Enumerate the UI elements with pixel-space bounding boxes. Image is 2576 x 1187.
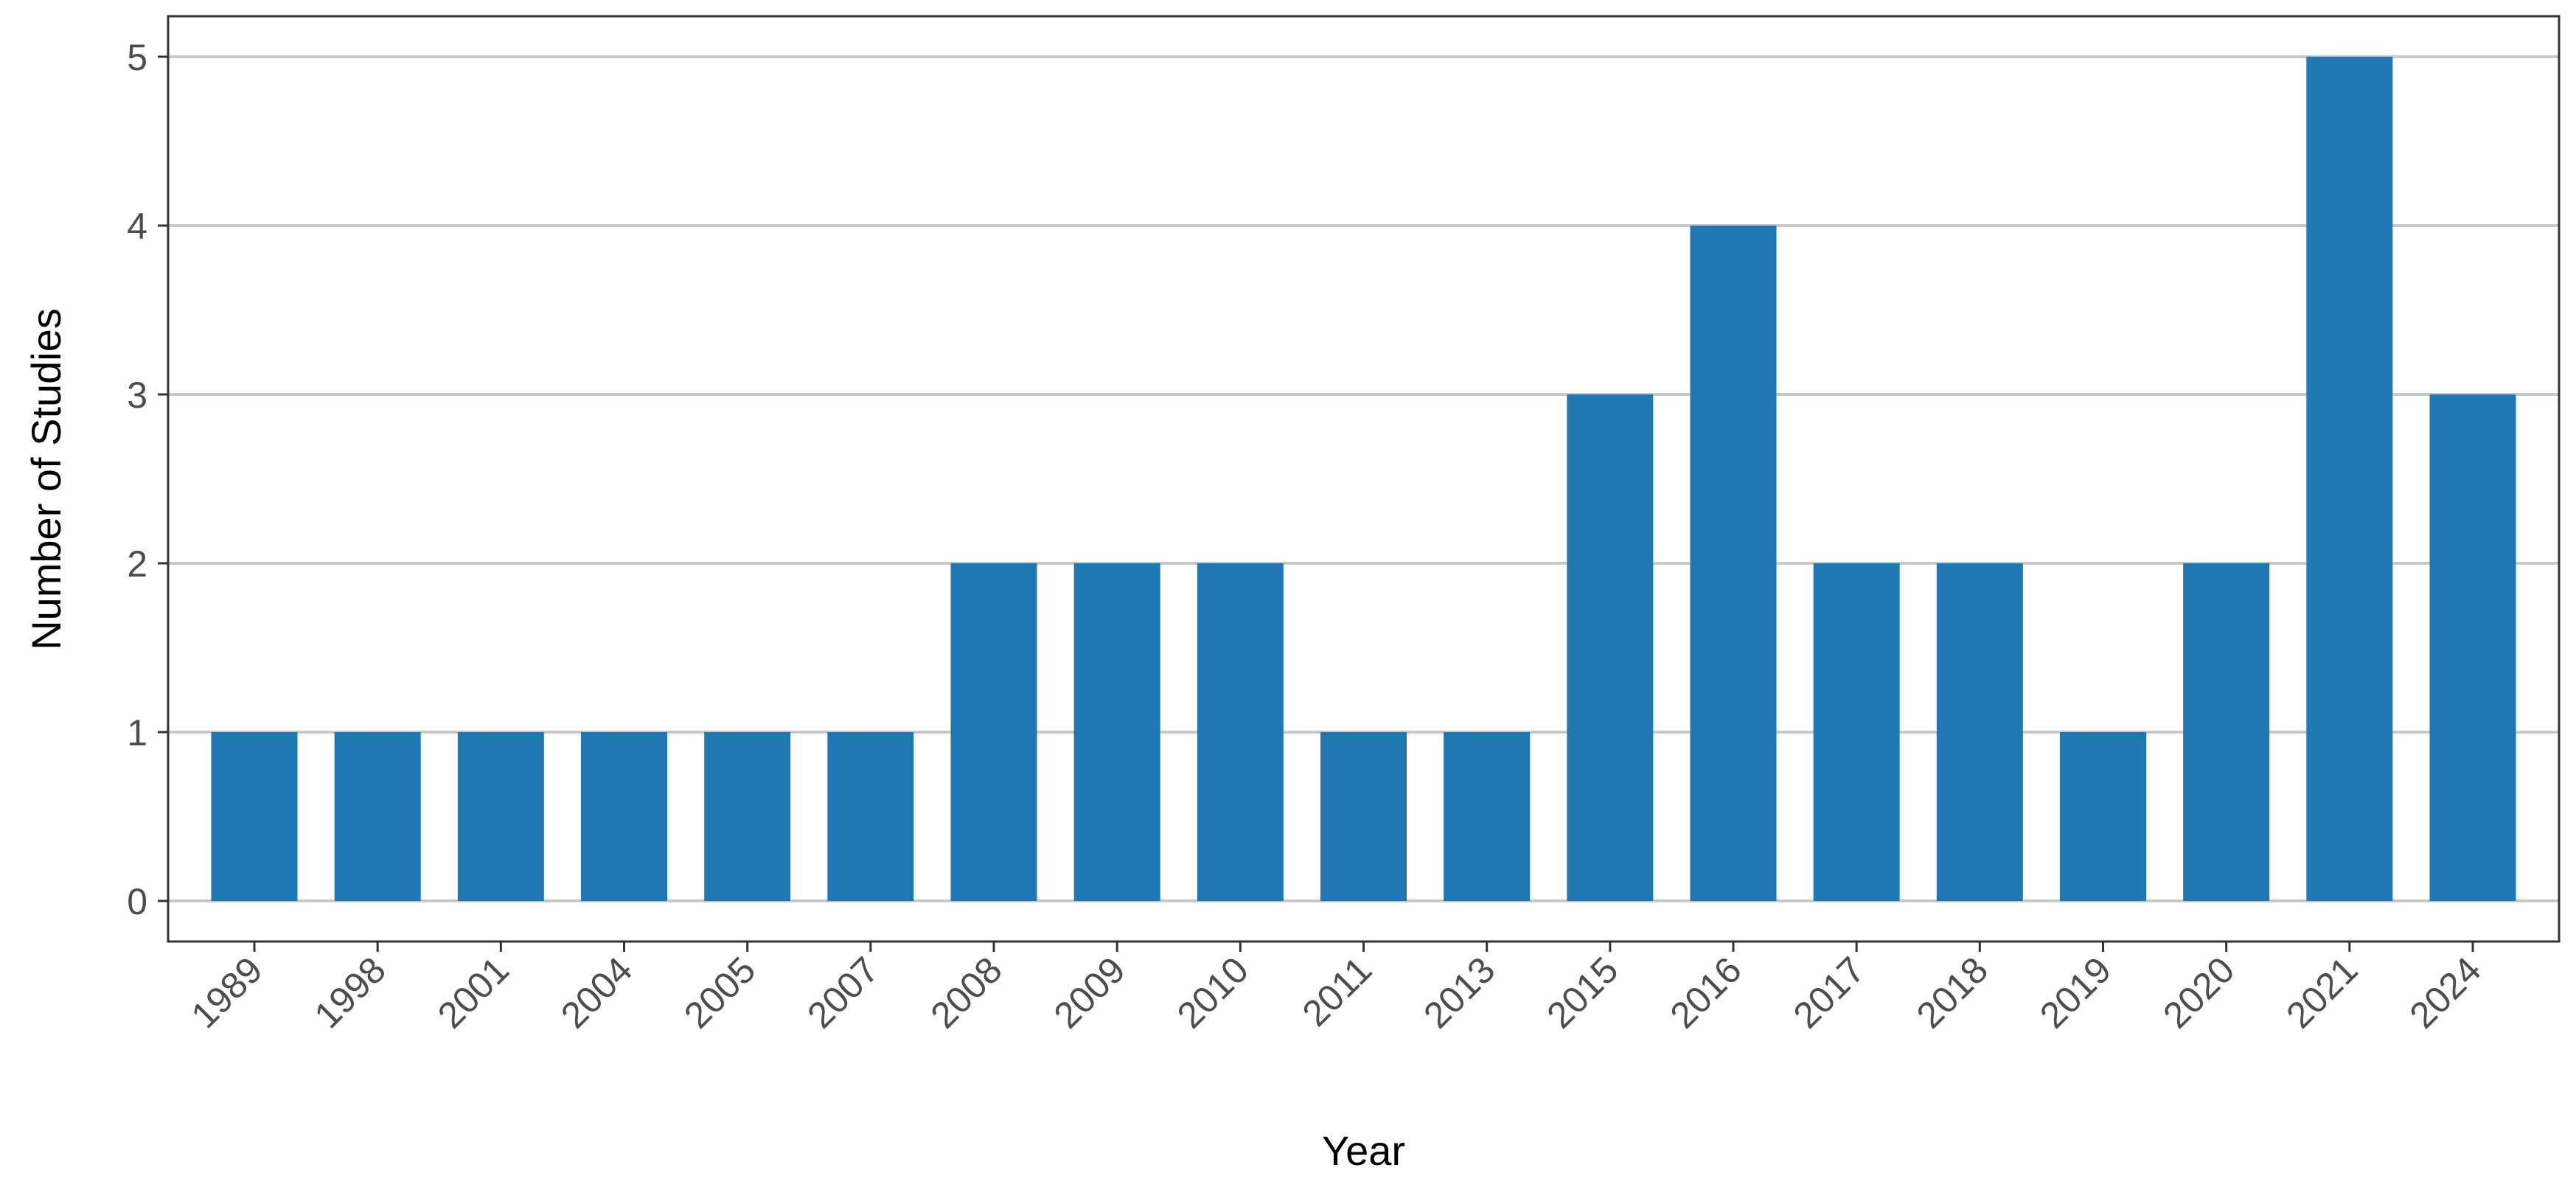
y-axis: 0 1 2 3 4 5 <box>127 37 168 922</box>
bar-2021 <box>2306 56 2393 902</box>
y-tick-label: 2 <box>127 543 147 585</box>
bar-2007 <box>827 732 914 902</box>
x-axis-title: Year <box>1322 1127 1405 1174</box>
bar-2020 <box>2183 563 2270 902</box>
y-tick-label: 1 <box>127 712 147 753</box>
bar-2011 <box>1320 732 1407 902</box>
bar-2008 <box>950 563 1037 902</box>
bar-2016 <box>1690 225 1777 902</box>
bar-2010 <box>1197 563 1284 902</box>
y-axis-title: Number of Studies <box>23 308 69 650</box>
y-tick-label: 0 <box>127 881 147 922</box>
bar-2017 <box>1813 563 1900 902</box>
bars <box>211 56 2516 902</box>
bar-1989 <box>211 732 298 902</box>
y-tick-label: 5 <box>127 37 147 78</box>
bar-2001 <box>457 732 544 902</box>
y-tick-label: 3 <box>127 375 147 416</box>
bar-2018 <box>1936 563 2023 902</box>
bar-2004 <box>581 732 668 902</box>
bar-2005 <box>704 732 791 902</box>
bar-2009 <box>1073 563 1160 902</box>
y-tick-label: 4 <box>127 206 147 247</box>
bar-2013 <box>1444 732 1531 902</box>
bar-1998 <box>334 732 421 902</box>
bar-2015 <box>1567 394 1654 902</box>
bar-2019 <box>2059 732 2146 902</box>
bar-2024 <box>2429 394 2516 902</box>
